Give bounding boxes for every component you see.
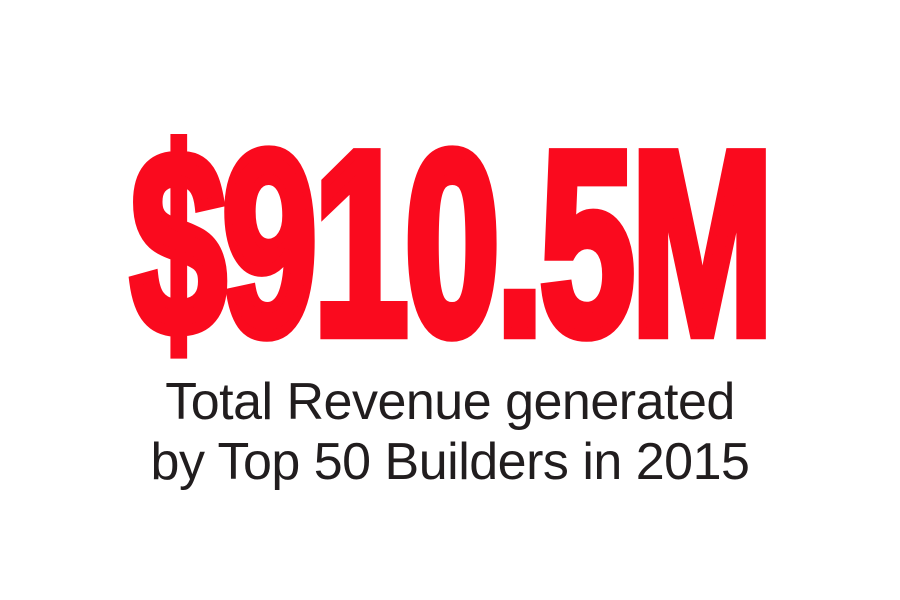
stat-description-line1: Total Revenue generated — [165, 373, 735, 431]
stat-description-line2: by Top 50 Builders in 2015 — [150, 433, 750, 491]
stat-value: $910.5M — [127, 98, 777, 391]
stat-description: Total Revenue generated by Top 50 Builde… — [0, 372, 900, 492]
